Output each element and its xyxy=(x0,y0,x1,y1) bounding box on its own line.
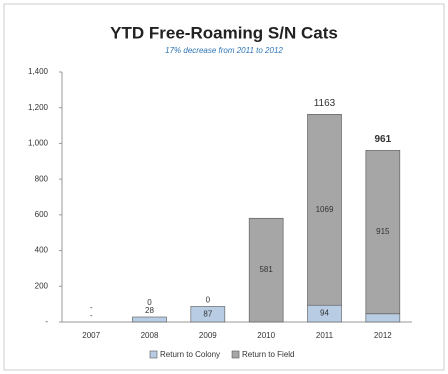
chart-subtitle: 17% decrease from 2011 to 2012 xyxy=(165,46,283,55)
data-label: 0 xyxy=(206,296,211,305)
legend-label: Return to Field xyxy=(242,350,294,359)
data-label: 915 xyxy=(376,227,390,236)
y-tick-label: 1,400 xyxy=(28,67,49,76)
chart-title: YTD Free-Roaming S/N Cats xyxy=(110,23,338,42)
legend-label: Return to Colony xyxy=(160,350,220,359)
bar-segment xyxy=(307,114,342,306)
data-label: 581 xyxy=(259,265,273,274)
data-label: 94 xyxy=(320,309,329,318)
data-label: 28 xyxy=(145,306,154,315)
x-tick-label: 2007 xyxy=(82,331,100,340)
data-label: 87 xyxy=(203,309,212,318)
data-label: 1069 xyxy=(316,205,334,214)
data-label: - xyxy=(90,311,93,320)
bar-segment xyxy=(132,316,167,323)
y-tick-label: 1,000 xyxy=(28,139,49,148)
bar-segment xyxy=(365,313,401,323)
y-tick-label: 400 xyxy=(35,246,49,255)
y-tick-label: 1,200 xyxy=(28,103,49,112)
y-tick-label: 200 xyxy=(35,281,49,290)
legend-swatch xyxy=(231,350,240,359)
total-label: 961 xyxy=(374,134,391,145)
x-tick-label: 2012 xyxy=(374,331,392,340)
x-tick-label: 2010 xyxy=(257,331,275,340)
bar-segment xyxy=(190,306,226,323)
y-tick-label: 800 xyxy=(35,174,49,183)
data-label: - xyxy=(90,303,93,312)
y-tick-label: - xyxy=(45,317,48,326)
x-tick-label: 2009 xyxy=(199,331,217,340)
total-label: 1163 xyxy=(314,98,336,109)
bar-segment xyxy=(365,150,401,315)
data-label: 0 xyxy=(147,298,152,307)
x-tick-label: 2011 xyxy=(316,331,334,340)
bar-segment xyxy=(248,217,284,323)
x-tick-label: 2008 xyxy=(141,331,159,340)
y-tick-label: 600 xyxy=(35,210,49,219)
legend-swatch xyxy=(149,350,158,359)
